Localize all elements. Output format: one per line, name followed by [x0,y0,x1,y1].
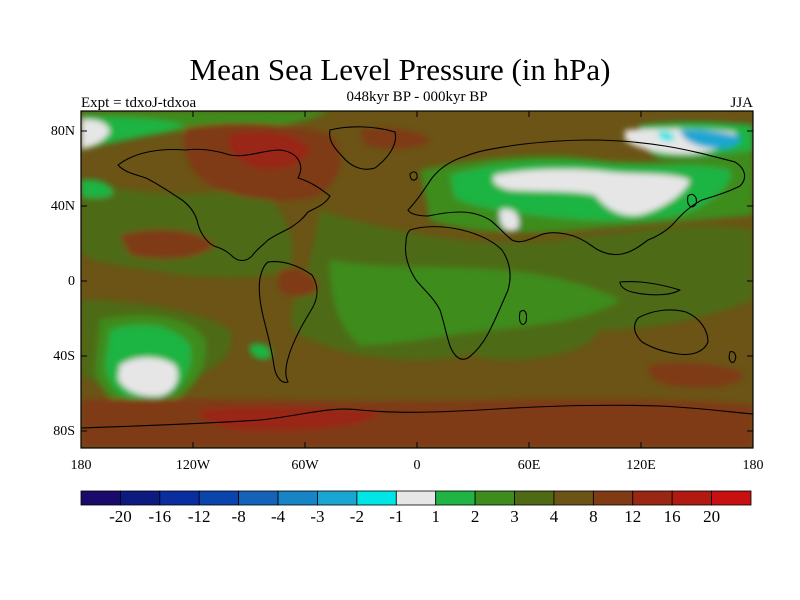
colorbar-swatch [671,490,712,506]
colorbar-tick-label: 4 [549,507,559,526]
coast-japan [687,193,697,208]
lat-tick-label: 0 [68,274,75,289]
field-cyan-1 [680,129,741,149]
coast-indonesia [619,280,681,296]
colorbar-swatch [592,490,634,506]
lat-tick-label: 80S [53,424,75,439]
colorbar-swatch [317,490,358,506]
colorbar-swatch [711,490,752,506]
colorbar-swatch [553,490,594,506]
colorbar-tick-label: -20 [109,507,132,526]
lon-tick-label: 120W [175,458,211,473]
colorbar-swatch [435,490,476,506]
lon-tick-label: 60E [517,458,541,473]
field-red-brown-4 [278,268,319,297]
coastlines [81,126,753,429]
experiment-label: Expt = tdxoJ-tdxoa [81,95,197,111]
colorbar-tick-label: 3 [510,507,519,526]
coast-south-america [258,261,318,383]
lon-tick-label: 60W [291,458,319,473]
coast-eurasia [407,139,746,256]
colorbar-swatch [474,490,515,506]
colorbar-tick-label: 16 [663,507,681,526]
colorbar-tick-label: 2 [470,507,480,526]
colorbar-tick-label: -8 [231,507,246,526]
colorbar-swatch [198,490,240,506]
colorbar-tick-label: 12 [624,507,642,526]
colorbar-tick-label: -16 [148,507,172,526]
colorbar-tick-label: 1 [431,507,440,526]
colorbar-swatch [514,490,555,506]
colorbar-tick-label: -12 [187,507,211,526]
colorbar-swatch [356,490,397,506]
lon-tick-label: 180 [70,458,92,473]
lon-tick-label: 180 [742,458,764,473]
field-cyan-2 [658,131,675,141]
field-red-brown-5 [120,229,215,259]
season-label: JJA [730,95,753,111]
field-white-5 [499,208,519,231]
lat-tick-label: 80N [50,124,75,139]
colorbar-tick-label: -2 [349,507,364,526]
colorbar [80,490,752,506]
colorbar-tick-label: 8 [589,507,598,526]
colorbar-tick-label: -1 [389,507,404,526]
field-white-1 [493,169,690,216]
lat-tick-label: 40N [50,199,75,214]
pressure-field [81,111,753,448]
colorbar-swatch [120,490,161,506]
lat-tick-label: 40S [53,349,75,364]
coast-north-america [117,148,331,262]
field-mid-green-1 [330,260,620,345]
field-white-2 [118,357,178,397]
field-red-brown-3 [648,363,745,388]
coast-australia [633,309,709,356]
coast-uk [409,171,418,181]
coast-new-zealand [728,351,737,363]
field-bright-green-6 [249,343,272,360]
map-subtitle: 048kyr BP - 000kyr BP [346,89,488,105]
lon-tick-label: 120E [626,458,656,473]
field-white-3 [81,119,110,148]
colorbar-swatch [238,490,279,506]
map-title: Mean Sea Level Pressure (in hPa) [189,52,611,87]
tick-marks [80,111,754,448]
lon-tick-label: 0 [413,458,421,473]
coast-madagascar [518,309,528,325]
colorbar-swatch [80,490,121,506]
colorbar-tick-label: -3 [310,507,325,526]
colorbar-swatch [277,490,318,506]
colorbar-swatch [159,490,200,506]
coast-greenland [329,126,397,170]
colorbar-tick-label: 20 [703,507,721,526]
colorbar-tick-label: -4 [270,507,286,526]
field-bright-green-5 [81,179,113,199]
colorbar-swatch [395,490,437,506]
field-bright-green-3 [81,117,185,150]
coast-africa [404,226,511,360]
field-red-2 [199,407,380,431]
colorbar-swatch [632,490,673,506]
coast-antarctica [81,404,753,429]
